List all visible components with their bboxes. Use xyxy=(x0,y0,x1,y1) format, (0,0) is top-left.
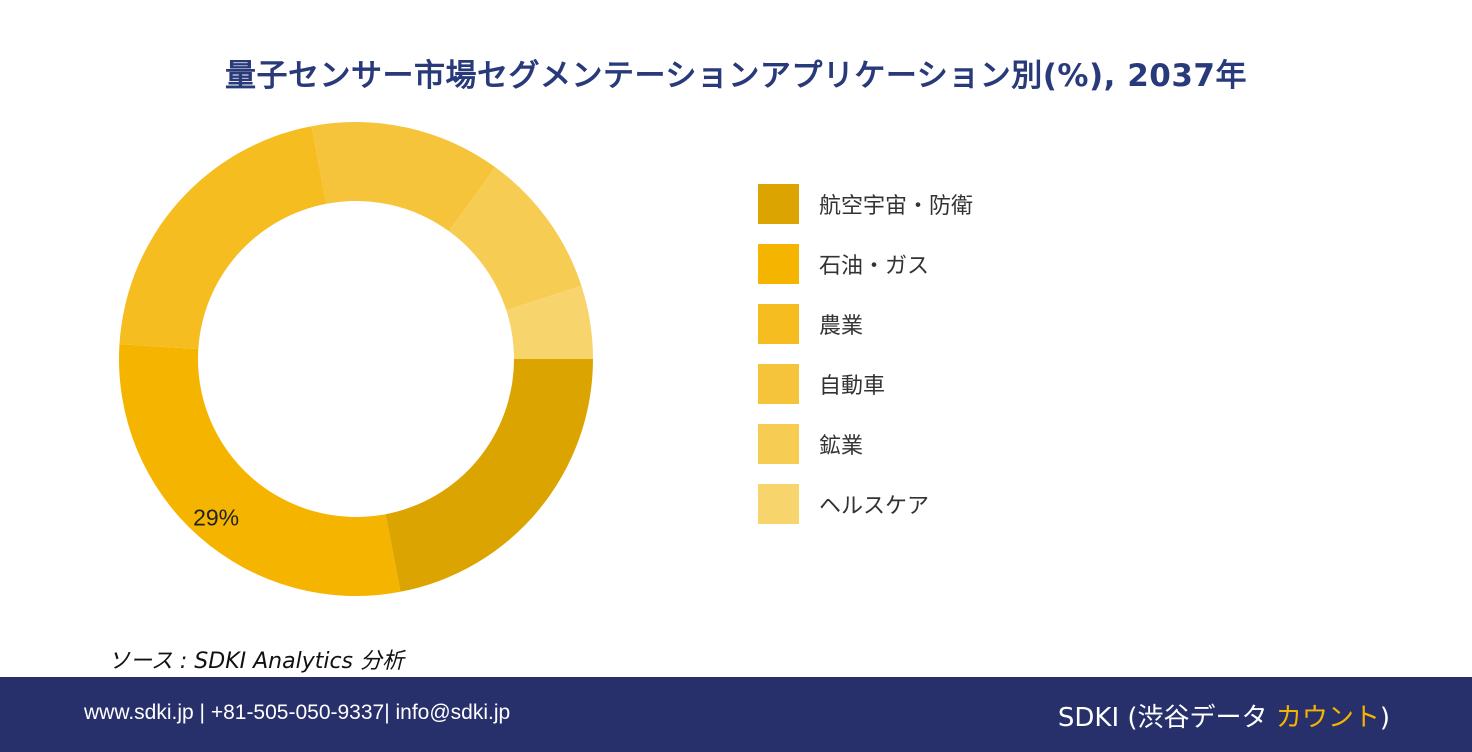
donut-slice-4 xyxy=(311,122,496,232)
legend-swatch xyxy=(758,424,799,464)
legend-label: 農業 xyxy=(819,314,864,339)
legend-label: ヘルスケア xyxy=(819,494,930,519)
brand-close: ) xyxy=(1379,703,1390,733)
legend: 航空宇宙・防衛 石油・ガス農業自動車鉱業ヘルスケア xyxy=(758,184,973,544)
legend-swatch xyxy=(758,184,799,224)
data-label-1: 29% xyxy=(193,505,239,531)
donut-slice-3 xyxy=(119,126,327,350)
source-note: ソース : SDKI Analytics 分析 xyxy=(108,649,405,674)
legend-label: 鉱業 xyxy=(819,434,864,459)
chart-title: 量子センサー市場セグメンテーションアプリケーション別(%), 2037年 xyxy=(224,58,1247,94)
legend-item-6: ヘルスケア xyxy=(758,484,973,524)
donut-slice-6 xyxy=(506,285,593,359)
legend-label: 石油・ガス xyxy=(819,254,930,279)
legend-item-3: 農業 xyxy=(758,304,973,344)
legend-label: 自動車 xyxy=(819,374,886,399)
legend-swatch xyxy=(758,244,799,284)
legend-label: 航空宇宙・防衛 xyxy=(819,194,974,219)
brand-accent: カウント xyxy=(1275,703,1380,733)
donut-chart: 29% xyxy=(118,122,593,596)
legend-item-4: 自動車 xyxy=(758,364,973,404)
legend-swatch xyxy=(758,364,799,404)
donut-slice-2 xyxy=(118,344,401,596)
legend-item-5: 鉱業 xyxy=(758,424,973,464)
brand-main: SDKI (渋谷データ xyxy=(1057,703,1276,733)
donut-slice-1 xyxy=(385,359,593,592)
donut-slice-5 xyxy=(448,167,582,311)
legend-item-1: 航空宇宙・防衛 xyxy=(758,184,973,224)
legend-item-2: 石油・ガス xyxy=(758,244,973,284)
legend-swatch xyxy=(758,304,799,344)
legend-swatch xyxy=(758,484,799,524)
footer-contact: www.sdki.jp | +81-505-050-9337| info@sdk… xyxy=(84,701,511,724)
footer-bar: www.sdki.jp | +81-505-050-9337| info@sdk… xyxy=(0,677,1472,752)
footer-brand: SDKI (渋谷データ カウント) xyxy=(1058,697,1390,734)
